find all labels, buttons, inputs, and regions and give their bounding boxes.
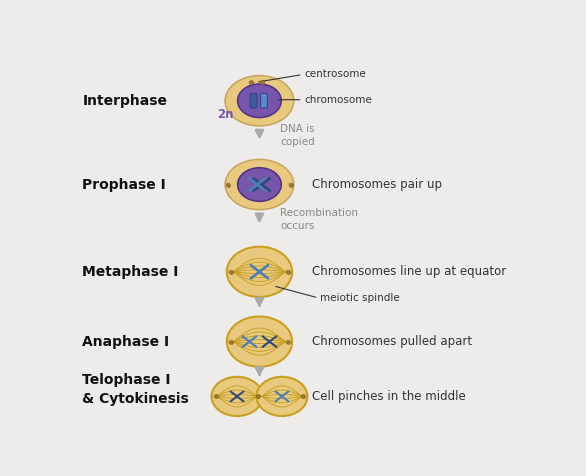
Text: Chromosomes pulled apart: Chromosomes pulled apart — [312, 335, 472, 348]
Circle shape — [238, 84, 281, 118]
Text: Telophase I
& Cytokinesis: Telophase I & Cytokinesis — [82, 373, 189, 406]
Text: Metaphase I: Metaphase I — [82, 265, 179, 279]
Circle shape — [212, 377, 263, 416]
Text: Anaphase I: Anaphase I — [82, 335, 169, 348]
Circle shape — [227, 247, 292, 297]
Ellipse shape — [225, 76, 294, 126]
Text: Chromosomes pair up: Chromosomes pair up — [312, 178, 442, 191]
Text: 2n: 2n — [217, 109, 233, 121]
Text: Recombination
occurs: Recombination occurs — [280, 208, 358, 231]
FancyBboxPatch shape — [250, 93, 257, 108]
Text: meiotic spindle: meiotic spindle — [320, 293, 400, 303]
Text: Prophase I: Prophase I — [82, 178, 166, 191]
Circle shape — [227, 317, 292, 367]
Text: DNA is
copied: DNA is copied — [280, 124, 315, 147]
Text: Chromosomes line up at equator: Chromosomes line up at equator — [312, 265, 506, 278]
Text: centrosome: centrosome — [304, 69, 366, 79]
Circle shape — [238, 168, 281, 201]
FancyBboxPatch shape — [261, 93, 267, 108]
Ellipse shape — [225, 159, 294, 209]
Text: Cell pinches in the middle: Cell pinches in the middle — [312, 390, 465, 403]
Text: Interphase: Interphase — [82, 94, 168, 108]
Text: chromosome: chromosome — [304, 95, 372, 105]
Circle shape — [257, 377, 308, 416]
